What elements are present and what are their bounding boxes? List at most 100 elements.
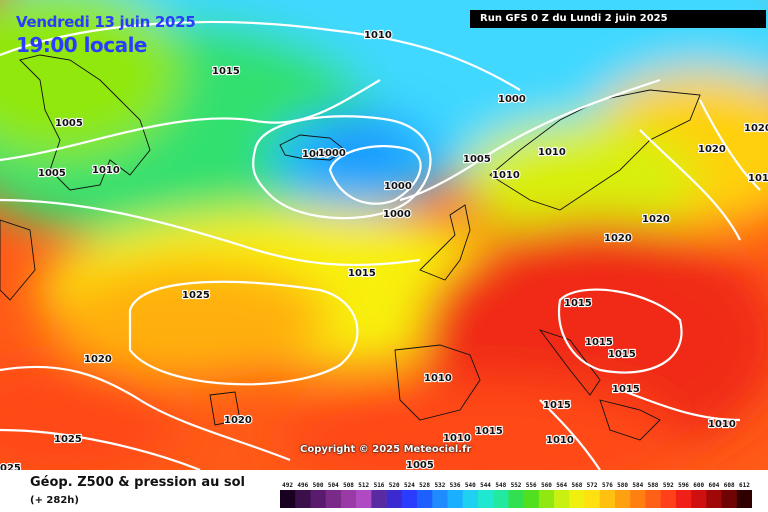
scale-tick: 608 <box>724 482 735 489</box>
isobar-label: 1000 <box>498 94 526 105</box>
isobar-label: 1010 <box>538 147 566 158</box>
scale-swatch <box>630 490 646 508</box>
scale-tick: 528 <box>419 482 430 489</box>
isobar-label: 1010 <box>748 173 768 184</box>
scale-tick: 552 <box>511 482 522 489</box>
scale-tick: 544 <box>480 482 491 489</box>
scale-swatch <box>310 490 326 508</box>
scale-tick: 496 <box>297 482 308 489</box>
scale-swatch <box>554 490 570 508</box>
scale-tick: 516 <box>374 482 385 489</box>
isobar-label: 1010 <box>708 419 736 430</box>
isobar-label: 025 <box>0 463 21 470</box>
scale-tick: 588 <box>648 482 659 489</box>
map-title: Géop. Z500 & pression au sol <box>30 475 245 490</box>
run-info: Run GFS 0 Z du Lundi 2 juin 2025 <box>470 10 766 28</box>
scale-swatch <box>401 490 418 508</box>
scale-tick: 560 <box>541 482 552 489</box>
isobar-label: 1015 <box>475 426 503 437</box>
scale-tick: 576 <box>602 482 613 489</box>
scale-tick: 504 <box>328 482 339 489</box>
scale-swatch <box>477 490 494 508</box>
scale-tick: 572 <box>587 482 598 489</box>
isobar-label: 1025 <box>182 290 210 301</box>
coastlines <box>0 54 701 441</box>
scale-swatch <box>599 490 616 508</box>
scale-swatch <box>584 490 600 508</box>
scale-swatch <box>462 490 479 508</box>
isobar-label: 1015 <box>612 384 640 395</box>
scale-swatch <box>432 490 448 508</box>
scale-tick: 548 <box>495 482 506 489</box>
geopotential-field <box>0 0 768 470</box>
scale-swatch <box>417 490 433 508</box>
scale-swatch <box>386 490 403 508</box>
scale-swatch <box>280 490 296 508</box>
scale-tick: 564 <box>556 482 567 489</box>
scale-tick: 500 <box>313 482 324 489</box>
isobar-label: 1005 <box>463 154 491 165</box>
isobar-label: 1015 <box>585 337 613 348</box>
isobar-label: 1015 <box>608 349 636 360</box>
scale-swatch <box>356 490 372 508</box>
isobar-label: 1005 <box>55 118 83 129</box>
scale-swatch <box>295 490 311 508</box>
scale-swatch <box>615 490 631 508</box>
scale-swatch <box>691 490 707 508</box>
isobar-label: 1020 <box>84 354 112 365</box>
scale-tick: 540 <box>465 482 476 489</box>
scale-swatch <box>325 490 342 508</box>
scale-swatch <box>645 490 661 508</box>
isobar-label: 1000 <box>302 149 330 160</box>
scale-tick: 556 <box>526 482 537 489</box>
isobar-label: 1015 <box>543 400 571 411</box>
isobar-label: 1010 <box>424 373 452 384</box>
isobar-label: 1015 <box>348 268 376 279</box>
isobar-label: 1000 <box>384 181 412 192</box>
scale-tick: 508 <box>343 482 354 489</box>
isobar-label: 1010 <box>546 435 574 446</box>
scale-swatch <box>706 490 722 508</box>
isobar-label: 1015 <box>564 298 592 309</box>
scale-tick: 532 <box>434 482 445 489</box>
isobar-label: 1005 <box>38 168 66 179</box>
scale-swatch <box>371 490 387 508</box>
isobar-label: 1020 <box>642 214 670 225</box>
scale-tick: 536 <box>450 482 461 489</box>
isobar-label: 1010 <box>364 30 392 41</box>
scale-tick: 596 <box>678 482 689 489</box>
scale-tick: 600 <box>693 482 704 489</box>
scale-swatch <box>447 490 463 508</box>
scale-swatch <box>538 490 555 508</box>
scale-swatch <box>736 490 752 508</box>
forecast-time: 19:00 locale <box>16 33 148 57</box>
isobar-label: 1020 <box>698 144 726 155</box>
isobar-label: 1020 <box>744 123 768 134</box>
scale-tick: 604 <box>708 482 719 489</box>
scale-tick: 612 <box>739 482 750 489</box>
scale-tick: 568 <box>571 482 582 489</box>
scale-swatch <box>675 490 692 508</box>
scale-tick: 584 <box>632 482 643 489</box>
isobar-label: 1010 <box>92 165 120 176</box>
isobar-label: 1000 <box>318 148 346 159</box>
scale-swatch <box>493 490 509 508</box>
forecast-date: Vendredi 13 juin 2025 <box>16 13 196 31</box>
scale-swatch <box>508 490 524 508</box>
weather-map: 1010 1015 1005 1010 1005 1010 1000 1005 … <box>0 0 768 470</box>
scale-tick: 520 <box>389 482 400 489</box>
scale-swatch <box>569 490 585 508</box>
copyright: Copyright © 2025 Meteociel.fr <box>300 444 472 455</box>
isobar-label: 1010 <box>443 433 471 444</box>
scale-tick: 492 <box>282 482 293 489</box>
isobar-label: 1005 <box>406 460 434 470</box>
isobar-label: 1015 <box>212 66 240 77</box>
isobar-label: 1025 <box>54 434 82 445</box>
scale-swatch <box>660 490 677 508</box>
scale-swatch <box>523 490 540 508</box>
isobar-label: 1020 <box>604 233 632 244</box>
scale-swatch <box>721 490 737 508</box>
color-scale: 492 496 500 504 508 512 516 520 524 528 532 536 540 5… <box>280 482 752 508</box>
scale-swatch <box>340 490 357 508</box>
forecast-lead: (+ 282h) <box>30 495 79 506</box>
